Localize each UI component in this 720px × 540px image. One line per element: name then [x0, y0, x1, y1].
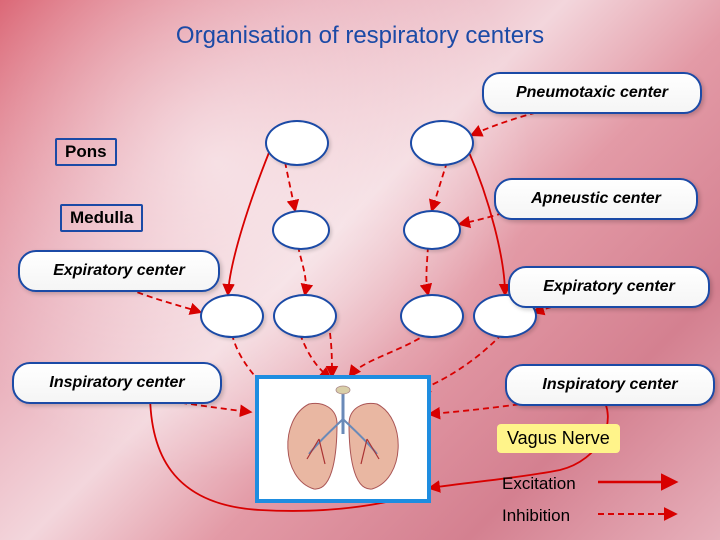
- node-exp-rl: [400, 294, 464, 338]
- legend-text: Vagus Nerve: [507, 428, 610, 448]
- label-pons: Pons: [55, 138, 117, 166]
- title-text: Organisation of respiratory centers: [176, 22, 544, 49]
- label-inspiratory-left: Inspiratory center: [12, 362, 222, 404]
- lung-illustration: [259, 379, 427, 499]
- node-apneustic-right: [403, 210, 461, 250]
- label-text: Inspiratory center: [542, 376, 677, 394]
- page-title: Organisation of respiratory centers: [0, 22, 720, 50]
- legend-excitation: Excitation: [502, 474, 576, 494]
- legend-inhibition: Inhibition: [502, 506, 570, 526]
- legend-vagus: Vagus Nerve: [497, 424, 620, 453]
- label-text: Apneustic center: [531, 190, 661, 208]
- label-text: Medulla: [70, 208, 133, 227]
- label-text: Pneumotaxic center: [516, 84, 668, 102]
- legend-text: Inhibition: [502, 506, 570, 525]
- lung-image-frame: [255, 375, 431, 503]
- label-text: Expiratory center: [543, 278, 675, 296]
- label-expiratory-left: Expiratory center: [18, 250, 220, 292]
- legend-text: Excitation: [502, 474, 576, 493]
- label-inspiratory-right: Inspiratory center: [505, 364, 715, 406]
- node-exp-lr: [273, 294, 337, 338]
- label-text: Pons: [65, 142, 107, 161]
- label-text: Inspiratory center: [49, 374, 184, 392]
- node-pneumotaxic-right: [410, 120, 474, 166]
- label-expiratory-right: Expiratory center: [508, 266, 710, 308]
- node-exp-ll: [200, 294, 264, 338]
- label-apneustic: Apneustic center: [494, 178, 698, 220]
- node-pneumotaxic-left: [265, 120, 329, 166]
- label-pneumotaxic: Pneumotaxic center: [482, 72, 702, 114]
- node-apneustic-left: [272, 210, 330, 250]
- label-medulla: Medulla: [60, 204, 143, 232]
- label-text: Expiratory center: [53, 262, 185, 280]
